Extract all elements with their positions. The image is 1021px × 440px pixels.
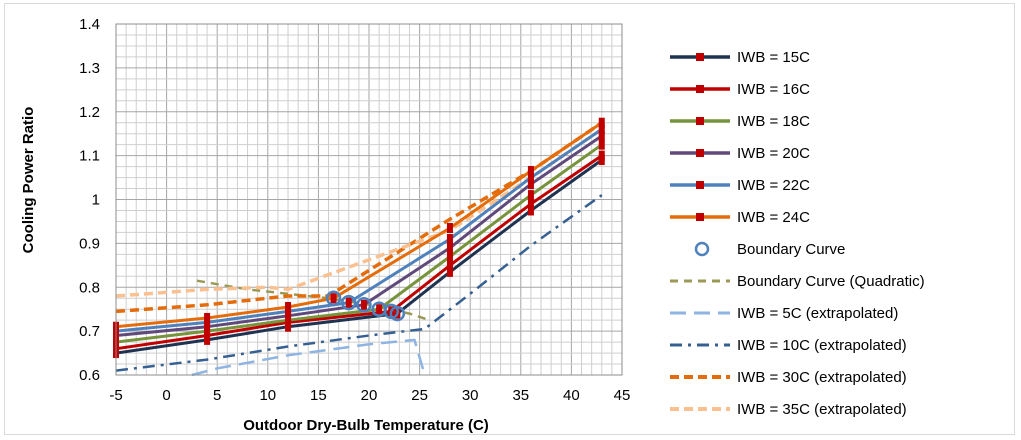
legend-item-iwb-30c-extrapolated: IWB = 30C (extrapolated) — [670, 369, 907, 386]
legend-item-iwb-15c: IWB = 15C — [670, 49, 810, 66]
boundary-point — [341, 294, 357, 311]
legend-label: IWB = 18C — [737, 113, 810, 130]
x-tick-label: 20 — [361, 387, 378, 404]
boundary-point — [356, 297, 372, 313]
legend-label: IWB = 30C (extrapolated) — [737, 369, 907, 386]
x-tick-label: -5 — [109, 387, 122, 404]
legend-item-iwb-5c-extrapolated: IWB = 5C (extrapolated) — [670, 305, 898, 322]
data-marker — [345, 297, 352, 308]
boundary-point — [389, 305, 406, 322]
legend-label: IWB = 24C — [737, 209, 810, 226]
y-tick-label: 1 — [92, 192, 100, 209]
y-axis-label: Cooling Power Ratio — [20, 107, 37, 254]
x-tick-label: 0 — [162, 387, 170, 404]
data-marker — [598, 150, 605, 161]
data-marker — [446, 266, 453, 277]
data-marker — [446, 223, 453, 234]
y-tick-label: 1.3 — [79, 60, 100, 77]
legend-label: IWB = 35C (extrapolated) — [737, 401, 907, 418]
legend-label: IWB = 10C (extrapolated) — [737, 337, 907, 354]
data-marker — [527, 165, 534, 176]
y-tick-label: 0.9 — [79, 235, 100, 252]
data-marker — [285, 301, 292, 312]
legend-item-iwb-24c: IWB = 24C — [670, 209, 810, 226]
legend-marker — [696, 53, 704, 61]
legend-marker — [696, 117, 704, 125]
data-marker — [598, 139, 605, 150]
x-tick-label: 10 — [259, 387, 276, 404]
data-marker — [204, 312, 211, 323]
y-tick-label: 0.6 — [79, 367, 100, 384]
legend-item-iwb-20c: IWB = 20C — [670, 145, 810, 162]
plot-series — [113, 117, 605, 377]
data-marker — [598, 124, 605, 135]
x-tick-label: 40 — [563, 387, 580, 404]
legend-item-iwb-35c-extrapolated: IWB = 35C (extrapolated) — [670, 401, 907, 418]
series-line — [115, 194, 603, 372]
plot-area-border — [115, 23, 623, 376]
legend-item-iwb-18c: IWB = 18C — [670, 113, 810, 130]
axes: -5 0 5 10 15 20 25 30 35 40 45 0.6 0.7 0.8 0.9 1 1.1 1.2 1… — [79, 16, 630, 404]
legend-label: IWB = 15C — [737, 49, 810, 66]
series-line — [191, 338, 426, 377]
y-tick-label: 0.8 — [79, 279, 100, 296]
legend-label: IWB = 20C — [737, 145, 810, 162]
legend-label: IWB = 16C — [737, 81, 810, 98]
legend-item-iwb-16c: IWB = 16C — [670, 81, 810, 98]
series-iwb-10c-extrapolated — [115, 194, 603, 372]
x-tick-label: 15 — [310, 387, 327, 404]
data-marker — [527, 179, 534, 190]
x-tick-label: 5 — [213, 387, 221, 404]
data-marker — [527, 205, 534, 216]
legend-label: Boundary Curve — [737, 241, 845, 258]
series-iwb-5c-extrapolated — [191, 338, 426, 377]
data-marker — [598, 130, 605, 141]
x-tick-label: 35 — [512, 387, 529, 404]
data-marker — [446, 260, 453, 271]
legend-marker — [696, 149, 704, 157]
y-tick-label: 0.7 — [79, 323, 100, 340]
legend-item-iwb-22c: IWB = 22C — [670, 177, 810, 194]
data-marker — [446, 242, 453, 253]
y-tick-label: 1.4 — [79, 16, 100, 33]
y-tick-label: 1.2 — [79, 104, 100, 121]
legend-swatch — [694, 241, 710, 257]
legend-label: IWB = 22C — [737, 177, 810, 194]
legend-item-boundary-curve-quadratic: Boundary Curve (Quadratic) — [670, 273, 925, 290]
x-tick-label: 25 — [411, 387, 428, 404]
data-marker — [527, 172, 534, 183]
data-marker — [360, 299, 367, 310]
y-tick-label: 1.1 — [79, 148, 100, 165]
data-marker — [446, 233, 453, 244]
legend: IWB = 15C IWB = 16C IWB = 18C IWB = 20C IWB … — [670, 49, 925, 418]
data-marker — [446, 251, 453, 262]
x-tick-label: 30 — [462, 387, 479, 404]
legend-item-boundary-curve: Boundary Curve — [694, 241, 845, 258]
data-marker — [376, 304, 383, 315]
legend-label: Boundary Curve (Quadratic) — [737, 273, 925, 290]
x-tick-label: 45 — [614, 387, 631, 404]
series-boundary-curve — [325, 290, 406, 322]
data-marker — [330, 293, 337, 304]
boundary-point — [325, 290, 342, 306]
legend-marker — [696, 181, 704, 189]
data-marker — [527, 190, 534, 201]
x-axis-label: Outdoor Dry-Bulb Temperature (C) — [243, 417, 489, 434]
legend-item-iwb-10c-extrapolated: IWB = 10C (extrapolated) — [670, 337, 907, 354]
legend-marker — [696, 213, 704, 221]
data-marker — [527, 198, 534, 209]
data-marker — [598, 117, 605, 128]
legend-marker — [696, 85, 704, 93]
legend-label: IWB = 5C (extrapolated) — [737, 305, 898, 322]
